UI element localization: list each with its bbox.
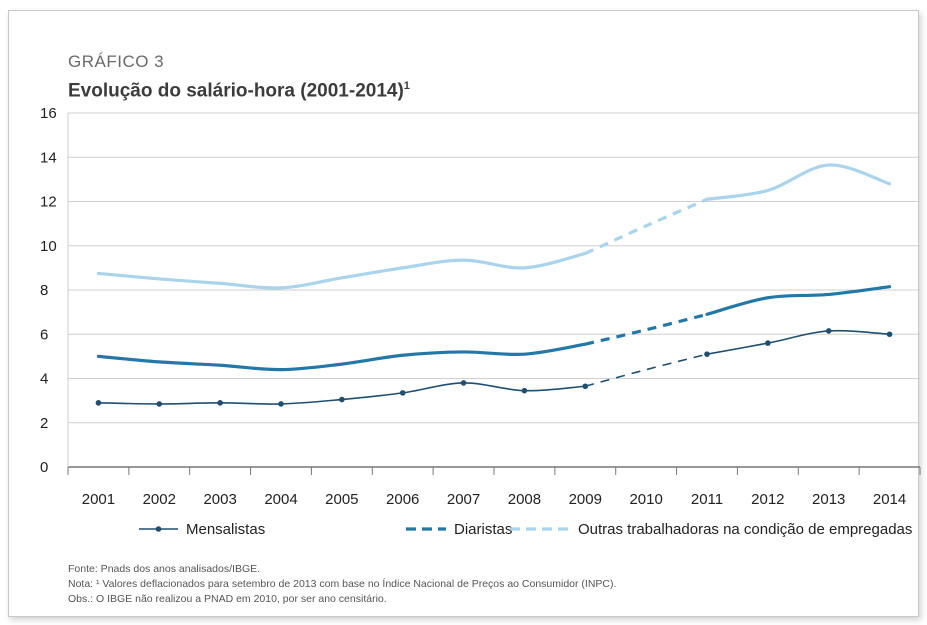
y-tick-label: 8 [40, 282, 48, 299]
series-2-line-observed [705, 285, 892, 316]
line-chart: 0 2 4 6 8 10 12 14 16 2001 2002 2003 2004 2005 2006 200… [40, 105, 921, 538]
chart-frame [8, 10, 919, 617]
series-1-point [765, 340, 771, 346]
series-1-point [156, 401, 163, 407]
series-1-point [217, 400, 223, 406]
x-tick-label: 2005 [325, 491, 358, 508]
x-tick-label: 2013 [812, 491, 845, 508]
y-tick-label: 12 [40, 194, 57, 211]
series-1-point [339, 396, 345, 403]
x-tick-label: 2011 [691, 491, 723, 508]
series-3-line-interpolated [584, 197, 708, 255]
source-note: Fonte: Pnads dos anos analisados/IBGE. [68, 563, 261, 575]
y-tick-label: 14 [40, 149, 57, 166]
y-tick-label: 0 [40, 459, 48, 476]
series-1-point [278, 401, 284, 407]
y-tick-label: 16 [40, 105, 57, 122]
series-1-point [825, 328, 832, 334]
footnote: Nota: ¹ Valores deflacionados para setem… [68, 578, 617, 590]
x-tick-label: 2010 [629, 491, 662, 508]
x-tick-label: 2006 [386, 491, 419, 508]
series-1-point [460, 380, 467, 386]
series-1-line-interpolated [585, 353, 708, 388]
chart-title-footnote: 1 [403, 80, 410, 92]
legend-label-1: Mensalistas [186, 521, 265, 538]
x-tick-label: 2008 [508, 491, 541, 508]
chart-notes: Fonte: Pnads dos anos analisados/IBGE. N… [68, 562, 616, 607]
x-tick-label: 2009 [569, 491, 602, 508]
series-3-line-observed [705, 163, 892, 201]
chart-label: GRÁFICO 3 [68, 52, 165, 71]
x-tick-label: 2014 [873, 491, 906, 508]
series-1-point [399, 390, 406, 396]
series-2-line-interpolated [584, 312, 708, 346]
x-tick-label: 2003 [203, 491, 236, 508]
y-tick-label: 2 [40, 415, 48, 432]
y-tick-label: 6 [40, 326, 48, 343]
y-tick-label: 10 [40, 238, 57, 255]
chart-heading: GRÁFICO 3 Evolução do salário-hora (2001… [68, 52, 410, 103]
legend-label-3: Outras trabalhadoras na condição de empr… [578, 521, 912, 538]
series-1-point [582, 383, 589, 390]
series-2-line-observed [96, 342, 587, 372]
series-1-point [886, 331, 893, 338]
x-tick-label: 2002 [143, 491, 176, 508]
series-1-line-observed [706, 329, 891, 355]
chart-title-text: Evolução do salário-hora (2001-2014) [68, 80, 404, 102]
chart-title: Evolução do salário-hora (2001-2014)1 [68, 74, 410, 103]
y-tick-label: 4 [40, 371, 48, 388]
series-3-line-observed [96, 251, 587, 290]
series-1-point [704, 351, 710, 357]
series-1-point [521, 387, 528, 394]
legend-marker-1 [155, 526, 162, 532]
x-tick-label: 2004 [264, 491, 297, 508]
x-tick-label: 2001 [82, 491, 115, 508]
x-tick-label: 2007 [447, 491, 480, 508]
series-1-point [95, 400, 102, 406]
legend-label-2: Diaristas [454, 521, 512, 538]
observation-note: Obs.: O IBGE não realizou a PNAD em 2010… [68, 593, 387, 605]
x-tick-label: 2012 [751, 491, 784, 508]
